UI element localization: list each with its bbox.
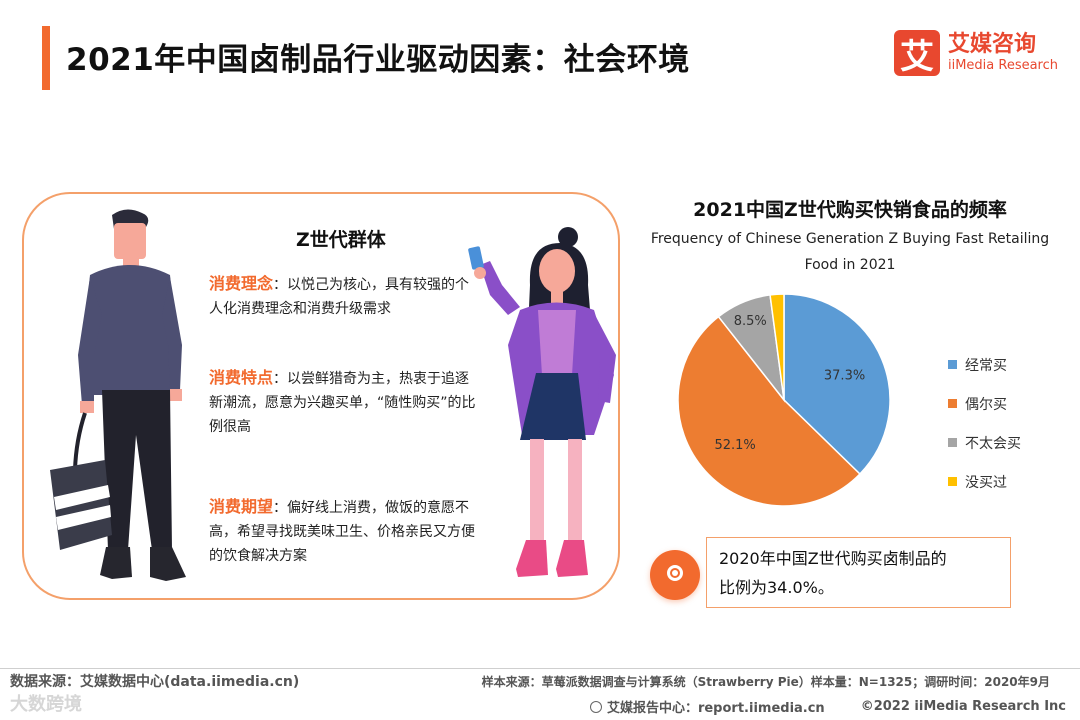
pie-slice-0 (783, 293, 891, 476)
iimedia-logo: 艾 艾媒咨询 iiMedia Research (893, 30, 1058, 77)
copyright: ©2022 iiMedia Research Inc (860, 699, 1066, 714)
logo-cn-text: 艾媒咨询 (947, 32, 1036, 57)
item-label: 消费理念 (209, 274, 274, 293)
logo-mark-icon: 艾 (893, 30, 940, 77)
globe-icon (589, 700, 602, 713)
page-title: 2021年中国卤制品行业驱动因素：社会环境 (66, 42, 690, 78)
legend-swatch (948, 477, 957, 486)
pie-label-3: 2.1% (760, 290, 793, 291)
legend-item: 偶尔买 (948, 384, 1021, 423)
highlight-note: 2020年中国Z世代购买卤制品的 比例为34.0%。 (706, 537, 1011, 608)
chart-legend: 经常买偶尔买不太会买没买过 (948, 345, 1021, 501)
sample-source: 样本来源：草莓派数据调查与计算系统（Strawberry Pie）样本量：N=1… (481, 675, 1050, 689)
legend-item: 不太会买 (948, 423, 1021, 462)
gen-z-panel (22, 192, 620, 600)
data-source: 数据来源：艾媒数据中心(data.iimedia.cn) (10, 674, 300, 690)
note-line2: 比例为34.0%。 (719, 578, 834, 597)
man-illustration (50, 209, 186, 581)
consumption-features-item: 消费特点：以尝鲜猎奇为主，热衷于追逐新潮流，愿意为兴趣买单，“随性购买”的比例很… (209, 366, 481, 439)
legend-item: 没买过 (948, 462, 1021, 501)
legend-swatch (948, 438, 957, 447)
legend-label: 经常买 (965, 357, 1007, 374)
pie-label-1: 52.1% (714, 438, 755, 453)
chart-title: 2021中国Z世代购买快销食品的频率 (693, 199, 1007, 221)
footer-divider (0, 668, 1080, 669)
report-center-link[interactable]: 艾媒报告中心：report.iimedia.cn (606, 701, 825, 716)
chart-subtitle: Frequency of Chinese Generation Z Buying… (640, 226, 1060, 278)
item-label: 消费期望 (209, 497, 274, 516)
panel-heading: Z世代群体 (296, 229, 386, 251)
legend-swatch (948, 360, 957, 369)
chart-subtitle-line1: Frequency of Chinese Generation Z Buying… (650, 231, 1050, 247)
item-label: 消费特点 (209, 368, 274, 387)
legend-label: 没买过 (965, 474, 1007, 491)
legend-item: 经常买 (948, 345, 1021, 384)
footer-report: 艾媒报告中心：report.iimedia.cn ©2022 iiMedia R… (589, 697, 1066, 716)
item-text: ：以悦己为核心，具有较强的个人化消费理念和消费升级需求 (209, 277, 470, 317)
legend-label: 偶尔买 (965, 396, 1007, 413)
pie-slice-3 (769, 293, 785, 401)
consumption-expectation-item: 消费期望：偏好线上消费，做饭的意愿不高，希望寻找既美味卫生、价格亲民又方便的饮食… (209, 495, 481, 568)
note-line1: 2020年中国Z世代购买卤制品的 (719, 549, 947, 568)
chart-subtitle-line2: Food in 2021 (804, 257, 896, 273)
pie-label-0: 37.3% (824, 368, 865, 383)
pie-label-2: 8.5% (734, 314, 767, 329)
watermark-text: 大数跨境 (10, 694, 82, 715)
item-text: ：以尝鲜猎奇为主，热衷于追逐新潮流，愿意为兴趣买单，“随性购买”的比例很高 (209, 371, 476, 435)
legend-swatch (948, 399, 957, 408)
pie-chart: 37.3% 52.1% 8.5% 2.1% (677, 290, 891, 507)
woman-illustration (468, 227, 616, 577)
location-pin-icon (650, 550, 700, 600)
logo-en-text: iiMedia Research (947, 58, 1058, 73)
legend-label: 不太会买 (965, 435, 1021, 452)
item-text: ：偏好线上消费，做饭的意愿不高，希望寻找既美味卫生、价格亲民又方便的饮食解决方案 (209, 500, 475, 564)
consumption-concept-item: 消费理念：以悦己为核心，具有较强的个人化消费理念和消费升级需求 (209, 272, 481, 321)
pie-slice-1 (677, 315, 861, 507)
title-accent-bar (42, 26, 50, 90)
